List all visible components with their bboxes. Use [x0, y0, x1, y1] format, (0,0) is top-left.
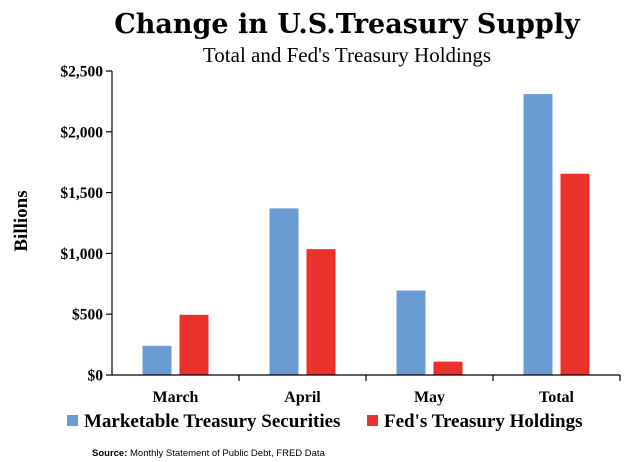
legend-label: Fed's Treasury Holdings	[384, 411, 582, 432]
bars	[142, 94, 590, 375]
bar-fed-total	[560, 173, 590, 375]
x-tick-label: April	[284, 389, 321, 406]
source-label: Source:	[92, 448, 127, 459]
source-text: Monthly Statement of Public Debt, FRED D…	[127, 448, 325, 459]
chart-subtitle: Total and Fed's Treasury Holdings	[203, 43, 491, 67]
legend-swatch	[67, 415, 78, 426]
legend-swatch	[367, 415, 378, 426]
y-axis-ticks: $0 $500 $1,000 $1,500 $2,000 $2,500	[60, 64, 112, 385]
bar-fed-may	[433, 361, 463, 375]
bar-marketable-march	[142, 345, 172, 375]
y-tick-label: $0	[88, 368, 104, 385]
y-tick-label: $2,000	[60, 124, 103, 141]
bar-fed-march	[179, 314, 209, 375]
y-tick-label: $500	[72, 307, 103, 324]
bar-marketable-april	[269, 208, 299, 375]
bar-marketable-may	[396, 290, 426, 375]
bar-fed-april	[306, 249, 336, 375]
y-tick-label: $2,500	[60, 64, 103, 81]
x-tick-label: March	[153, 389, 199, 406]
y-tick-label: $1,500	[60, 185, 103, 202]
bar-marketable-total	[523, 94, 553, 375]
x-tick-label: May	[414, 389, 445, 406]
y-axis-label: Billions	[11, 190, 32, 251]
legend-label: Marketable Treasury Securities	[84, 411, 340, 432]
source-note: Source: Monthly Statement of Public Debt…	[92, 448, 326, 459]
x-axis-categories: March April May Total	[153, 375, 621, 406]
y-tick-label: $1,000	[60, 246, 103, 263]
chart-title: Change in U.S.Treasury Supply	[114, 9, 581, 40]
legend: Marketable Treasury Securities Fed's Trea…	[67, 411, 582, 432]
x-tick-label: Total	[539, 389, 575, 406]
